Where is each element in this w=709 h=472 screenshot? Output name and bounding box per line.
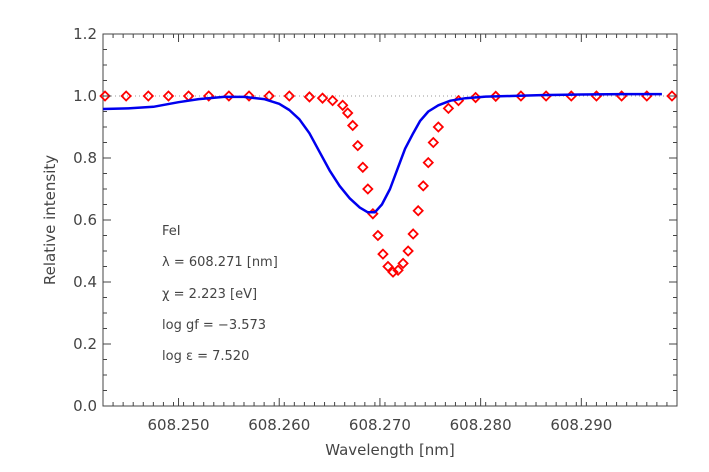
data-point-diamond — [326, 94, 339, 107]
x-tick-label: 608.250 — [148, 416, 210, 434]
x-axis-title: Wavelength [nm] — [325, 441, 455, 459]
y-tick-label: 0.0 — [73, 397, 97, 415]
data-point-diamond — [357, 161, 369, 174]
x-tick-label: 608.270 — [349, 416, 411, 434]
data-point-diamond — [666, 90, 678, 102]
x-tick-label: 608.290 — [550, 416, 612, 434]
x-tick-label: 608.260 — [248, 416, 310, 434]
y-tick-label: 0.4 — [73, 273, 97, 291]
data-point-diamond — [615, 90, 628, 102]
data-point-diamond — [202, 90, 215, 102]
series-line-blue — [102, 92, 662, 214]
data-point-diamond — [432, 121, 445, 133]
annotation-wavelength: λ = 608.271 [nm] — [162, 255, 278, 270]
data-point-diamond — [120, 90, 132, 102]
data-point-diamond — [397, 257, 409, 270]
data-point-diamond — [407, 228, 419, 240]
y-tick-label: 1.2 — [73, 25, 97, 43]
data-point-diamond — [346, 119, 359, 132]
series-layer — [99, 90, 678, 278]
data-point-diamond — [352, 139, 364, 152]
data-point-diamond — [417, 180, 430, 192]
data-point-diamond — [422, 156, 435, 169]
data-point-diamond — [99, 90, 111, 102]
data-point-diamond — [387, 266, 399, 278]
data-point-diamond — [142, 90, 155, 102]
data-point-diamond — [303, 91, 316, 103]
data-point-diamond — [382, 260, 394, 273]
y-tick-label: 0.2 — [73, 335, 97, 353]
annotation-excitation: χ = 2.223 [eV] — [162, 287, 257, 302]
data-point-diamond — [412, 204, 424, 217]
data-point-diamond — [243, 90, 255, 102]
data-point-diamond — [283, 90, 296, 102]
annotation-element: FeI — [162, 224, 181, 239]
y-tick-label: 0.6 — [73, 211, 97, 229]
data-point-diamond — [316, 92, 329, 104]
axis-layer: 608.250 608.260 608.270 608.280 608.290 0.0 0.… — [73, 25, 678, 434]
data-point-diamond — [362, 183, 374, 195]
data-point-diamond — [372, 229, 384, 242]
annotation-loggf: log gf = −3.573 — [162, 318, 266, 333]
data-point-diamond — [392, 264, 404, 276]
data-point-diamond — [402, 245, 414, 257]
data-point-diamond — [442, 102, 455, 115]
data-point-diamond — [427, 136, 440, 149]
y-tick-label: 1.0 — [73, 87, 97, 105]
data-point-diamond — [377, 248, 389, 260]
data-point-diamond — [162, 90, 175, 102]
x-tick-label: 608.280 — [450, 416, 512, 434]
y-tick-label: 0.8 — [73, 149, 97, 167]
y-axis-title: Relative intensity — [41, 155, 59, 285]
data-point-diamond — [223, 90, 235, 102]
annotation-abundance: log ε = 7.520 — [162, 349, 249, 364]
data-point-diamond — [336, 99, 349, 112]
data-point-diamond — [341, 107, 354, 119]
data-point-diamond — [489, 90, 502, 103]
